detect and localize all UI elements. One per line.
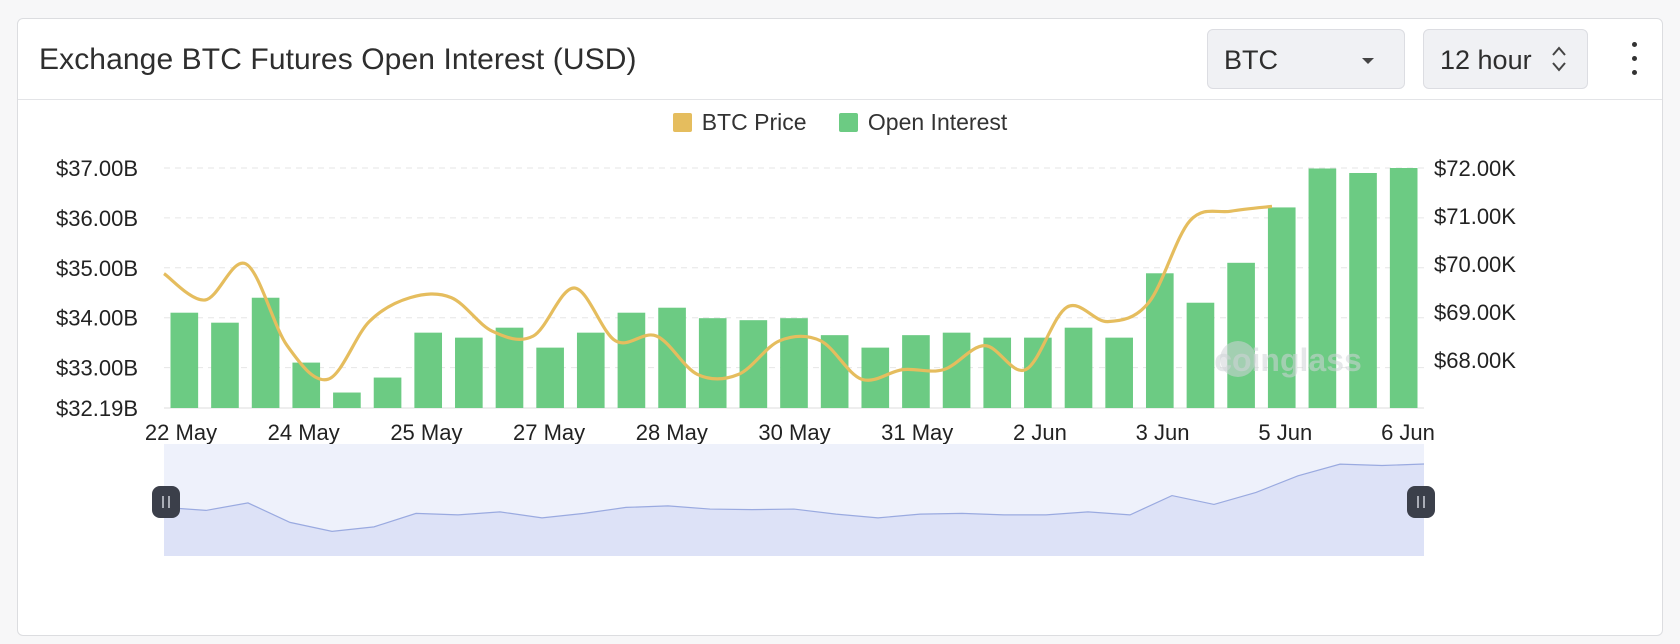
- bar-open-interest: [1024, 337, 1052, 408]
- bar-open-interest: [1349, 172, 1377, 408]
- coin-select[interactable]: BTC: [1207, 29, 1405, 89]
- bar-open-interest: [536, 347, 564, 408]
- y-left-tick-label: $35.00B: [56, 256, 138, 281]
- bar-open-interest: [211, 322, 239, 408]
- bar-open-interest: [780, 318, 808, 408]
- x-tick-label: 2 Jun: [1013, 420, 1067, 445]
- y-left-tick-label: $32.19B: [56, 396, 138, 421]
- chart-card: Exchange BTC Futures Open Interest (USD)…: [17, 18, 1663, 636]
- legend-item-open-interest[interactable]: Open Interest: [838, 109, 1008, 136]
- y-right-tick-label: $68.00K: [1434, 348, 1516, 373]
- x-tick-label: 28 May: [636, 420, 708, 445]
- bar-open-interest: [170, 312, 199, 408]
- bar-open-interest: [698, 318, 727, 408]
- bar-open-interest: [1389, 168, 1418, 408]
- more-options-icon[interactable]: [1622, 39, 1646, 79]
- x-tick-label: 27 May: [513, 420, 585, 445]
- bar-open-interest: [373, 377, 402, 408]
- x-tick-label: 6 Jun: [1381, 420, 1435, 445]
- chart-plot: $37.00B $36.00B $35.00B $34.00B $33.00B $32.1…: [56, 156, 1516, 556]
- legend-item-btc-price[interactable]: BTC Price: [672, 109, 807, 136]
- x-tick-label: 22 May: [145, 420, 217, 445]
- y-right-tick-label: $70.00K: [1434, 252, 1516, 277]
- interval-select-value: 12 hour: [1440, 45, 1532, 75]
- navigator-handle-right[interactable]: [1407, 486, 1435, 518]
- legend-swatch-btc-price: [672, 113, 692, 132]
- chevron-down-icon: [1362, 58, 1374, 64]
- bar-open-interest: [1064, 327, 1093, 408]
- chart-title: Exchange BTC Futures Open Interest (USD): [39, 43, 637, 76]
- bar-open-interest: [455, 337, 483, 408]
- sort-updown-icon: [1552, 46, 1566, 72]
- y-left-tick-label: $37.00B: [56, 156, 138, 181]
- navigator-area: [164, 464, 1424, 556]
- bar-open-interest: [576, 332, 605, 408]
- bar-open-interest: [1105, 337, 1133, 408]
- bar-open-interest: [983, 337, 1012, 408]
- x-tick-label: 3 Jun: [1136, 420, 1190, 445]
- x-tick-label: 31 May: [881, 420, 953, 445]
- chart-legend: BTC Price Open Interest: [18, 109, 1662, 138]
- bar-open-interest: [1227, 262, 1255, 408]
- navigator-line: [163, 463, 1425, 532]
- bar-open-interest: [1308, 168, 1337, 408]
- y-right-tick-label: $69.00K: [1434, 300, 1516, 325]
- watermark-logo-icon: [1220, 341, 1256, 377]
- bar-open-interest: [1145, 273, 1174, 408]
- x-tick-label: 5 Jun: [1258, 420, 1312, 445]
- x-tick-label: 30 May: [758, 420, 830, 445]
- bar-open-interest: [495, 327, 524, 408]
- bar-open-interest: [1267, 207, 1296, 408]
- y-left-tick-label: $33.00B: [56, 356, 138, 381]
- bar-open-interest: [942, 332, 971, 408]
- interval-select[interactable]: 12 hour: [1423, 29, 1588, 89]
- legend-label-open-interest: Open Interest: [867, 109, 1008, 135]
- bar-open-interest: [333, 392, 361, 408]
- bar-open-interest: [1186, 302, 1215, 408]
- bar-open-interest: [617, 312, 646, 408]
- navigator-handle-left[interactable]: [152, 486, 180, 518]
- legend-label-btc-price: BTC Price: [701, 109, 807, 135]
- y-right-tick-label: $72.00K: [1434, 156, 1516, 181]
- x-tick-label: 24 May: [268, 420, 340, 445]
- x-tick-label: 25 May: [390, 420, 462, 445]
- bar-open-interest: [251, 297, 280, 408]
- coin-select-value: BTC: [1224, 45, 1278, 75]
- y-right-tick-label: $71.00K: [1434, 204, 1516, 229]
- legend-swatch-open-interest: [838, 113, 858, 132]
- bar-open-interest: [658, 307, 686, 408]
- y-left-tick-label: $36.00B: [56, 206, 138, 231]
- bar-open-interest: [820, 335, 849, 408]
- y-left-tick-label: $34.00B: [56, 306, 138, 331]
- series-line-btc-price: [163, 204, 1273, 382]
- bar-open-interest: [414, 332, 443, 408]
- card-header: Exchange BTC Futures Open Interest (USD)…: [18, 19, 1662, 100]
